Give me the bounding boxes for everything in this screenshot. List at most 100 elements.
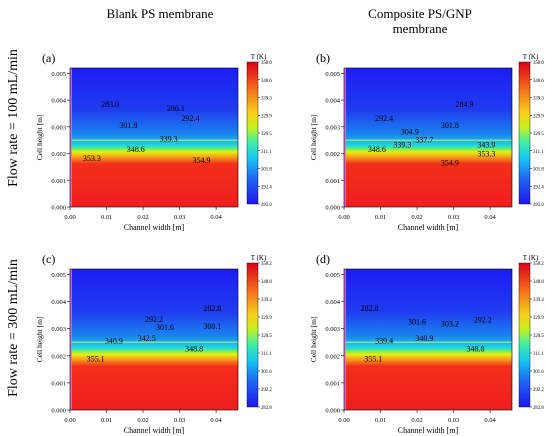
x-axis-label: Channel width [m]	[398, 426, 459, 435]
colorbar-tick-label: 339.4	[533, 298, 544, 303]
contour-label: 348.6	[127, 145, 145, 154]
colorbar-tick-label: 320.5	[261, 132, 272, 137]
contour-label: 339.3	[160, 135, 178, 144]
x-tick-label: 0.00	[64, 214, 75, 221]
x-tick-label: 0.04	[210, 417, 222, 424]
inlet-edge	[344, 269, 346, 410]
y-tick-label: 0.001	[51, 380, 66, 387]
x-tick-label: 0.03	[174, 417, 185, 424]
contour-label: 292.2	[145, 315, 163, 324]
contour-label: 301.6	[156, 323, 174, 332]
y-tick-label: 0.003	[325, 326, 340, 333]
colorbar-tick-label: 358.0	[261, 61, 272, 66]
y-tick-label: 0.003	[51, 326, 66, 333]
colorbar-tick-label: 311.1	[533, 352, 544, 357]
contour-label: 301.6	[408, 318, 426, 327]
y-tick-label: 0.005	[51, 272, 66, 279]
colorbar-tick-label: 358.2	[533, 262, 544, 267]
panel-label: (a)	[42, 51, 55, 65]
colorbar-tick-label: 311.1	[261, 150, 272, 155]
y-tick-label: 0.000	[325, 205, 340, 212]
x-tick-label: 0.02	[411, 417, 422, 424]
y-tick-label: 0.005	[325, 71, 340, 78]
panel-label: (b)	[316, 51, 330, 65]
contour-label: 355.1	[87, 355, 105, 364]
y-tick-label: 0.000	[51, 205, 66, 212]
y-tick-label: 0.003	[51, 124, 66, 131]
panel-d	[341, 262, 532, 413]
x-tick-label: 0.01	[101, 417, 112, 424]
contour-label: 283.0	[101, 100, 119, 109]
y-tick-label: 0.000	[51, 408, 66, 415]
colorbar	[518, 262, 531, 408]
contour-label: 342.5	[138, 334, 156, 343]
y-axis-label: Cell height [m]	[309, 317, 318, 363]
contour-label: 282.8	[203, 304, 221, 313]
contour-label: 301.8	[119, 121, 137, 130]
colorbar-tick-label: 292.4	[261, 185, 272, 190]
colorbar-tick-label: 329.9	[261, 114, 272, 119]
colorbar-tick-label: 339.4	[261, 298, 272, 303]
colorbar-tick-label: 329.9	[533, 316, 544, 321]
colorbar-tick-label: 282.8	[261, 406, 272, 411]
x-tick-label: 0.01	[375, 214, 386, 221]
colorbar-tick-label: 348.8	[261, 280, 272, 285]
y-tick-label: 0.001	[51, 178, 66, 185]
colorbar-tick-label: 283.0	[261, 203, 272, 208]
x-tick-label: 0.03	[174, 214, 185, 221]
contour-label: 354.9	[441, 159, 459, 168]
temperature-field	[344, 269, 512, 410]
contour-label: 340.9	[105, 337, 123, 346]
inlet-edge	[70, 68, 72, 207]
y-tick-label: 0.001	[325, 178, 340, 185]
contour-label: 284.9	[456, 100, 474, 109]
colorbar-tick-label: 311.1	[261, 352, 272, 357]
x-axis-label: Channel width [m]	[398, 223, 459, 232]
contour-label: 348.8	[185, 345, 203, 354]
x-tick-label: 0.02	[137, 214, 148, 221]
x-tick-label: 0.00	[338, 417, 349, 424]
colorbar-tick-label: 282.8	[533, 406, 544, 411]
panel-label: (d)	[316, 252, 330, 266]
y-tick-label: 0.001	[325, 380, 340, 387]
colorbar-tick-label: 301.6	[261, 370, 272, 375]
colorbar-tick-label: 283.0	[533, 203, 544, 208]
y-tick-label: 0.000	[325, 408, 340, 415]
y-tick-label: 0.004	[325, 299, 340, 306]
colorbar-title: T (K)	[523, 53, 539, 61]
colorbar-tick-label: 358.2	[261, 262, 272, 267]
contour-label: 353.3	[477, 150, 495, 159]
colorbar	[246, 61, 259, 205]
colorbar-tick-label: 311.1	[533, 150, 544, 155]
contour-label: 304.9	[401, 127, 419, 136]
x-axis-label: Channel width [m]	[124, 426, 185, 435]
x-axis-label: Channel width [m]	[124, 223, 185, 232]
contour-label: 300.1	[203, 322, 221, 331]
contour-label: 339.4	[375, 337, 393, 346]
contour-label: 292.4	[182, 114, 200, 123]
contour-label: 340.9	[415, 334, 433, 343]
column-title-composite: Composite PS/GNP membrane	[368, 6, 472, 36]
colorbar-tick-label: 292.4	[533, 185, 544, 190]
colorbar-tick-label: 292.2	[261, 388, 272, 393]
temperature-field	[70, 269, 238, 410]
colorbar-tick-label: 320.5	[261, 334, 272, 339]
colorbar-tick-label: 292.2	[533, 388, 544, 393]
y-tick-label: 0.004	[51, 299, 66, 306]
contour-label: 348.6	[368, 145, 386, 154]
panel-b	[341, 61, 532, 210]
y-tick-label: 0.002	[325, 151, 340, 158]
x-tick-label: 0.00	[338, 214, 349, 221]
colorbar-tick-label: 348.6	[533, 79, 544, 84]
y-tick-label: 0.005	[51, 71, 66, 78]
panel-label: (c)	[42, 252, 55, 266]
temperature-field	[344, 68, 512, 207]
y-tick-label: 0.003	[325, 124, 340, 131]
colorbar-tick-label: 339.3	[261, 97, 272, 102]
x-tick-label: 0.02	[411, 214, 422, 221]
y-tick-label: 0.002	[325, 353, 340, 360]
y-tick-label: 0.005	[325, 272, 340, 279]
x-tick-label: 0.04	[484, 214, 496, 221]
inlet-edge	[70, 269, 72, 410]
